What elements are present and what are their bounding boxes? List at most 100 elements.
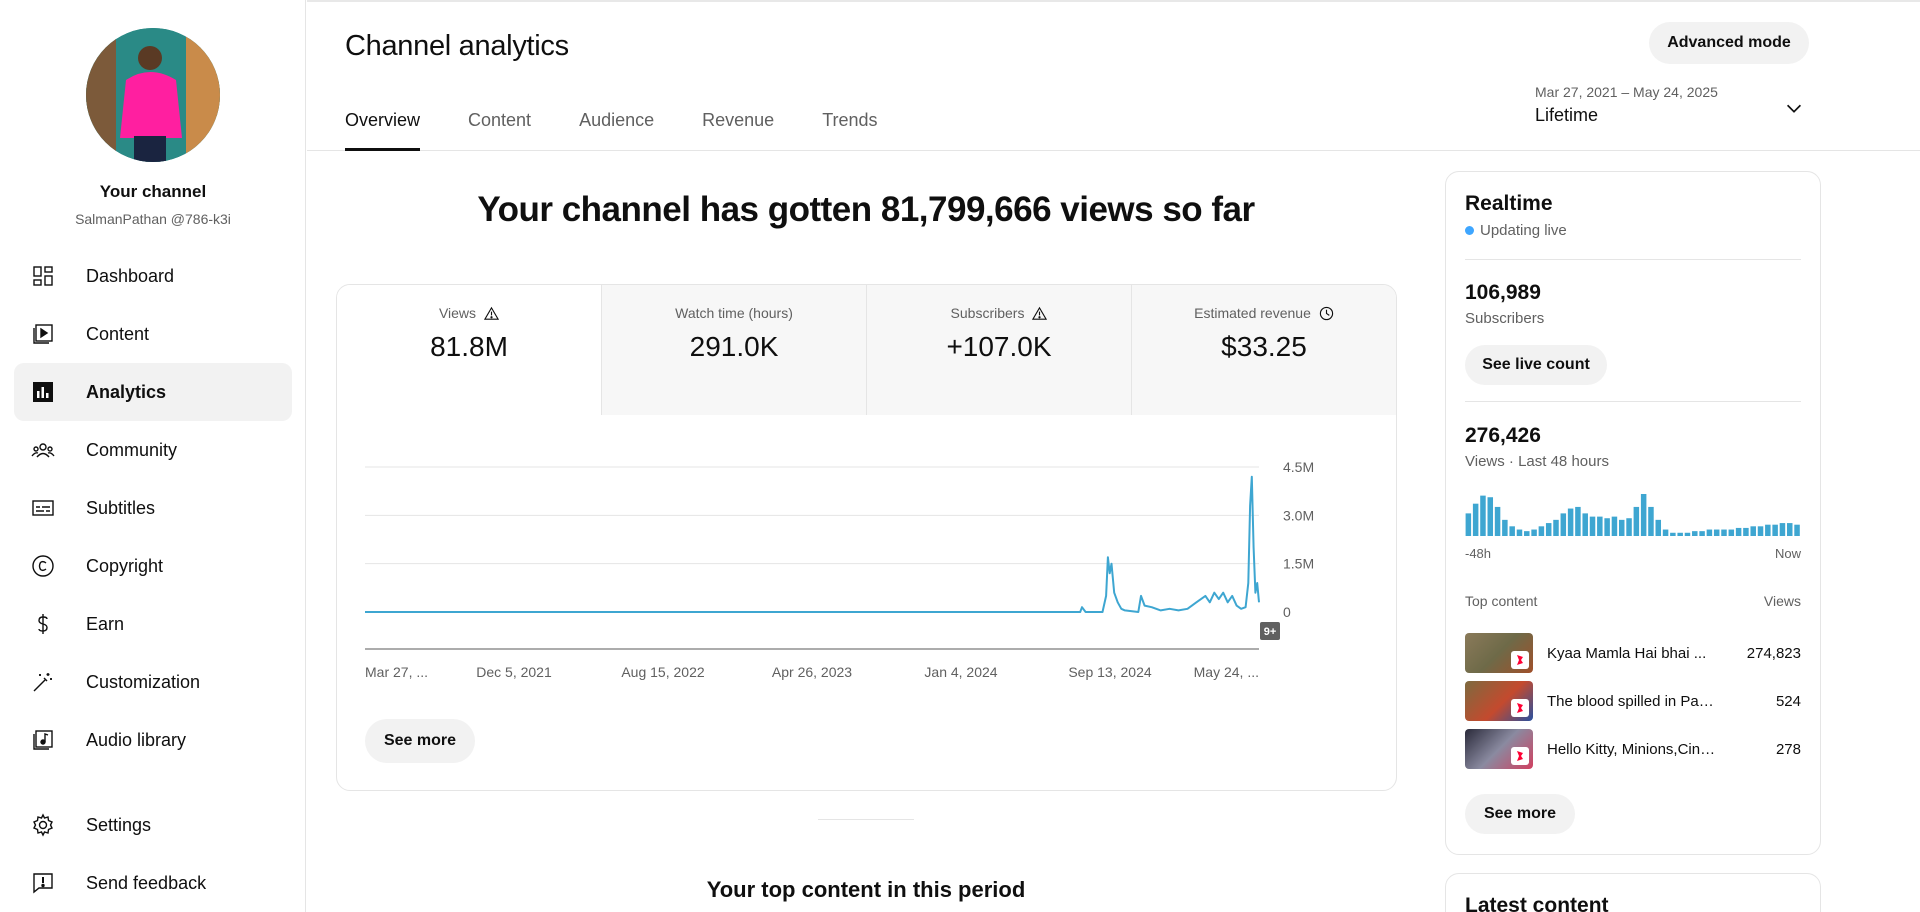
video-views: 274,823 [1746,644,1801,662]
sidebar-item-label: Content [86,323,150,344]
video-title: Kyaa Mamla Hai bhai ... [1547,644,1707,662]
sidebar-item-community[interactable]: Community [14,421,292,479]
metric-value: $33.25 [1221,331,1307,362]
analytics-header: Channel analytics Advanced mode Overview… [307,0,1920,151]
analytics-icon [30,379,56,405]
sidebar-item-content[interactable]: Content [14,305,292,363]
metric-tabs: Views 81.8M Watch time (hours) 291.0K Su… [337,285,1396,415]
realtime-bar [1743,527,1749,536]
realtime-bar [1545,523,1552,536]
dashboard-icon [30,263,56,289]
sidebar-item-settings[interactable]: Settings [14,796,292,854]
sidebar-item-label: Earn [86,613,125,634]
sidebar-bottom-nav: Settings Send feedback [14,796,292,912]
sidebar-item-analytics[interactable]: Analytics [14,363,292,421]
advanced-mode-button[interactable]: Advanced mode [1649,22,1809,64]
gear-icon [30,812,56,838]
subscriber-count: 106,989 [1465,281,1541,304]
realtime-bar [1604,518,1610,536]
notification-badge [1260,622,1280,640]
x-tick-label: Apr 26, 2023 [772,664,852,680]
realtime-bar [1472,503,1479,536]
realtime-bar [1699,531,1705,536]
realtime-bar [1618,519,1625,536]
realtime-bar [1779,523,1786,536]
sidebar-item-subtitles[interactable]: Subtitles [14,479,292,537]
x-tick-label: Sep 13, 2024 [1068,664,1152,680]
metric-label: Watch time (hours) [675,305,793,321]
metric-value: 291.0K [689,331,779,362]
section-divider [818,819,914,820]
video-thumbnail [1465,729,1533,769]
see-more-button[interactable]: See more [365,719,475,763]
tab-trends[interactable]: Trends [822,110,878,130]
x-tick-label: Aug 15, 2022 [621,664,705,680]
sidebar-item-label: Subtitles [86,497,156,518]
tab-content[interactable]: Content [468,110,532,130]
axis-end-label: Now [1774,546,1801,561]
sidebar-item-label: Copyright [86,555,164,576]
realtime-bar-chart[interactable] [1465,492,1801,536]
views-line-chart[interactable]: 0 1.5M 3.0M 4.5M Mar 27, ... Dec 5, 2021 Aug 1… [337,415,1397,695]
realtime-bar [1626,518,1632,536]
tab-overview[interactable]: Overview [345,110,421,151]
analytics-tabs: Overview Content Audience Revenue Trends [345,110,926,151]
metric-estimated-revenue[interactable]: Estimated revenue $33.25 [1131,285,1396,415]
realtime-bar [1582,513,1588,536]
divider [1465,401,1801,402]
views-series-line [365,475,1260,613]
latest-content-title: Latest content [1465,894,1609,912]
realtime-title: Realtime [1465,192,1553,215]
video-thumbnail [1465,633,1533,673]
sidebar-item-label: Audio library [86,729,187,750]
sidebar-item-dashboard[interactable]: Dashboard [14,247,292,305]
metric-label: Views [438,305,477,321]
views-column-header: Views [1763,593,1801,609]
sidebar-item-send-feedback[interactable]: Send feedback [14,854,292,912]
y-tick-label: 4.5M [1283,459,1314,475]
top-content-title: Your top content in this period [706,877,1026,902]
metric-subscribers[interactable]: Subscribers +107.0K [866,285,1131,415]
see-live-count-button[interactable]: See live count [1465,345,1607,385]
list-item[interactable]: Kyaa Mamla Hai bhai ... 274,823 [1465,633,1801,673]
avatar[interactable] [86,28,220,162]
list-item[interactable]: The blood spilled in Pahalg... 524 [1465,681,1801,721]
sidebar-item-copyright[interactable]: Copyright [14,537,292,595]
community-icon [30,437,56,463]
period-selector[interactable]: Lifetime [1535,105,1599,125]
realtime-bar [1648,506,1654,536]
list-item[interactable]: Hello Kitty, Minions,Cinnam... 278 [1465,729,1801,769]
realtime-bar [1706,529,1713,536]
shorts-icon [1511,699,1529,717]
realtime-bar [1750,526,1756,536]
shorts-icon [1511,651,1529,669]
realtime-bar [1765,524,1771,536]
sidebar-item-earn[interactable]: Earn [14,595,292,653]
realtime-bar [1575,506,1581,536]
x-tick-label: May 24, ... [1194,664,1259,680]
sidebar-item-customization[interactable]: Customization [14,653,292,711]
realtime-bar [1772,524,1778,536]
y-tick-label: 1.5M [1283,556,1314,572]
chevron-down-icon[interactable] [1783,97,1805,119]
channel-handle: SalmanPathan @786-k3i [75,211,231,227]
realtime-bar [1494,506,1501,536]
metric-views[interactable]: Views 81.8M [337,285,601,415]
x-tick-label: Mar 27, ... [365,664,428,680]
metric-watch-time[interactable]: Watch time (hours) 291.0K [601,285,866,415]
sidebar-item-audio-library[interactable]: Audio library [14,711,292,769]
tab-audience[interactable]: Audience [579,110,655,130]
see-more-button[interactable]: See more [1465,794,1575,834]
live-dot-icon [1465,226,1474,235]
views-headline: Your channel has gotten 81,799,666 views… [477,190,1255,229]
subscriber-label: Subscribers [1465,310,1545,327]
x-tick-label: Jan 4, 2024 [924,664,997,680]
date-range[interactable]: Mar 27, 2021 – May 24, 2025 [1535,84,1718,100]
video-title: Hello Kitty, Minions,Cinnam... [1547,740,1722,758]
realtime-bar [1553,519,1559,536]
tab-revenue[interactable]: Revenue [702,110,775,130]
realtime-bar [1538,526,1545,536]
realtime-bar [1502,519,1508,536]
sidebar-item-label: Settings [86,814,152,835]
sidebar-item-label: Dashboard [86,265,175,286]
